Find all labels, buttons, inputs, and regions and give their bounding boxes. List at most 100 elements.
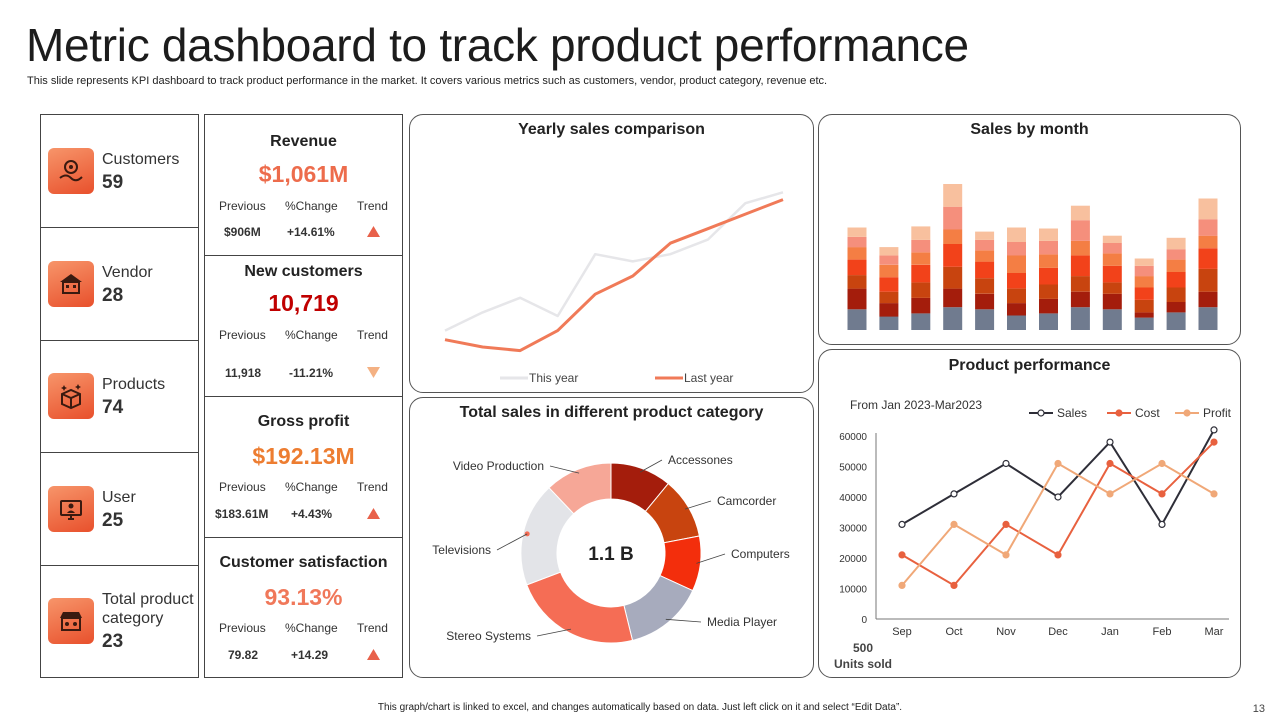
bar-segment	[847, 309, 867, 330]
bar-segment	[1039, 228, 1058, 241]
bar-segment	[1198, 198, 1218, 220]
bar-segment	[975, 231, 995, 240]
bar-segment	[911, 282, 931, 298]
kpi-value: $1,061M	[258, 161, 349, 187]
bar-segment	[1134, 265, 1154, 277]
bar-segment	[1166, 287, 1186, 302]
change-value: -11.21%	[289, 366, 334, 380]
donut-slice-stereo-systems	[526, 571, 634, 644]
bar-segment	[1166, 237, 1186, 250]
stat-customers: Customers 59	[41, 115, 198, 228]
slice-label: Televisions	[432, 543, 491, 557]
bar-segment	[879, 255, 899, 265]
bar-segment	[1039, 267, 1058, 285]
bar-segment	[1198, 219, 1218, 236]
legend-label: Profit	[1203, 406, 1232, 420]
data-point	[1002, 520, 1010, 528]
slice-label: Stereo Systems	[446, 629, 531, 643]
bar-segment	[1070, 220, 1090, 241]
bar-segment	[1198, 248, 1218, 269]
bar-segment	[911, 264, 931, 283]
bar-segment	[1070, 291, 1090, 308]
bar-segment	[847, 288, 867, 310]
bar-segment	[1007, 227, 1026, 242]
bar-segment	[975, 293, 995, 310]
slice-label: Camcorder	[717, 494, 776, 508]
stat-vendor: Vendor 28	[41, 228, 198, 341]
bar-segment	[1166, 259, 1186, 272]
x-tick-label: Oct	[945, 626, 962, 638]
leader-dot	[568, 626, 574, 632]
bar-segment	[943, 184, 963, 207]
bar-segment	[911, 297, 931, 314]
bar-segment	[1007, 255, 1026, 273]
bar-segment	[1198, 291, 1218, 308]
bar-segment	[1039, 254, 1058, 268]
trend-header: Trend	[357, 328, 388, 342]
data-point	[950, 520, 958, 528]
data-point	[898, 551, 906, 559]
change-header: %Change	[285, 621, 338, 635]
change-value: +14.29	[291, 648, 329, 662]
data-point	[1002, 459, 1010, 468]
stat-user: User 25	[41, 453, 198, 566]
stat-label: Vendor	[102, 264, 153, 281]
stat-label: Customers	[102, 151, 180, 168]
chart-title: Product performance	[948, 357, 1111, 374]
data-point	[1210, 490, 1218, 498]
data-point	[950, 581, 958, 589]
bar-segment	[847, 247, 867, 260]
bar-segment	[975, 250, 995, 262]
x-tick-label: Mar	[1205, 626, 1224, 638]
leader-line	[665, 618, 702, 623]
kpi-value: 93.13%	[264, 584, 343, 610]
data-point	[1158, 520, 1166, 528]
data-point	[1002, 551, 1010, 559]
customer-gear-icon	[48, 148, 94, 194]
bar-segment	[1102, 265, 1122, 283]
bar-segment	[1134, 258, 1154, 266]
category-donut-chart: Accessones Camcorder Computers Media Player…	[432, 453, 790, 644]
kpi-revenue: Revenue $1,061M Previous %Change Trend $…	[205, 115, 402, 256]
change-header: %Change	[285, 199, 338, 213]
kpi-column: Revenue $1,061M Previous %Change Trend $…	[204, 114, 403, 678]
data-point	[1210, 426, 1218, 434]
y-tick-label: 10000	[839, 585, 867, 596]
data-point	[1054, 459, 1062, 468]
legend-marker	[1183, 409, 1191, 417]
chart-title: Sales by month	[970, 121, 1089, 138]
bar-segment	[1007, 315, 1026, 330]
previous-value: 11,918	[225, 366, 262, 380]
y-tick-label: 50000	[839, 463, 867, 474]
change-value: +4.43%	[291, 507, 333, 521]
data-point	[1054, 551, 1062, 559]
bar-segment	[1102, 235, 1122, 243]
trend-down-icon	[367, 367, 380, 378]
stat-value: 74	[102, 397, 124, 418]
bar-segment	[1070, 307, 1090, 330]
bar-segment	[1166, 249, 1186, 260]
y-tick-label: 20000	[839, 554, 867, 565]
data-point	[1158, 459, 1166, 468]
kpi-title: Gross profit	[257, 413, 350, 430]
bar-segment	[911, 226, 931, 240]
x-tick-label: Jan	[1101, 626, 1119, 638]
units-sold-value: 500	[853, 641, 873, 655]
stat-value: 28	[102, 285, 124, 306]
bar-segment	[1134, 300, 1154, 313]
x-tick-label: Nov	[996, 626, 1016, 638]
previous-header: Previous	[219, 480, 266, 494]
bar-segment	[943, 244, 963, 267]
stat-label: User	[102, 489, 136, 506]
donut-slice-video-production	[548, 462, 612, 515]
bar-segment	[1102, 293, 1122, 310]
leader-line	[549, 465, 580, 474]
page-subtitle: This slide represents KPI dashboard to t…	[27, 75, 828, 87]
chart-title: Total sales in different product categor…	[459, 404, 764, 421]
bar-segment	[1134, 287, 1154, 300]
yearly-sales-chart: This year Last year	[444, 191, 784, 385]
bar-segment	[975, 309, 995, 330]
series-line-this-year	[444, 191, 784, 332]
bar-segment	[1102, 243, 1122, 254]
page-number: 13	[1252, 703, 1265, 715]
